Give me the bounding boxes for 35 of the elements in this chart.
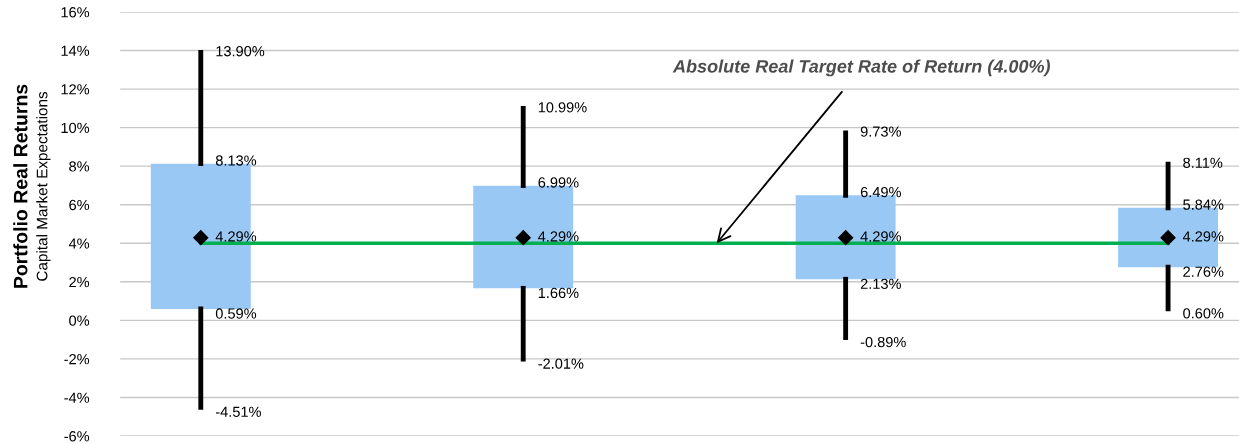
text: 4.29% xyxy=(538,231,579,242)
y-tick-label: 4% xyxy=(68,238,90,249)
y-tick-label: -2% xyxy=(64,354,90,365)
text: 2.13% xyxy=(860,278,901,290)
text: 8.11% xyxy=(1183,157,1223,168)
y-tick-label: 12% xyxy=(61,84,90,95)
text: 5.84% xyxy=(1183,199,1224,210)
y-tick-label: 0% xyxy=(69,315,90,326)
y-tick-label: -4% xyxy=(64,392,90,403)
y-tick-label: 16% xyxy=(61,7,90,18)
y-tick-label: 2% xyxy=(69,276,90,288)
y-tick-label: 14% xyxy=(61,45,90,56)
text: 9.73% xyxy=(860,126,901,137)
text: 6.49% xyxy=(860,186,901,198)
y-axis-title: Portfolio Real Returns xyxy=(13,84,28,288)
text: 4.29% xyxy=(215,231,257,242)
text: 0.59% xyxy=(215,308,257,319)
text: Capital Market Expectations xyxy=(36,91,51,281)
text: 4.29% xyxy=(860,231,901,242)
text: 0.60% xyxy=(1183,308,1224,319)
text: -4.51% xyxy=(215,406,261,417)
ref-line-label: Absolute Real Target Rate of Return (4.00%) xyxy=(672,59,1051,77)
y-tick-label: 6% xyxy=(69,199,90,211)
text: -0.89% xyxy=(860,336,906,348)
text: 13.90% xyxy=(216,46,265,57)
text: 2.76% xyxy=(1183,266,1224,277)
y-tick-label: -6% xyxy=(64,431,90,442)
text: 1.66% xyxy=(538,287,579,299)
y-tick-label: 10% xyxy=(61,122,90,134)
text: -2.01% xyxy=(538,358,584,369)
text: 6.99% xyxy=(538,177,579,188)
text: 8.13% xyxy=(215,155,257,166)
text: 10.99% xyxy=(538,102,587,113)
y-tick-label: 8% xyxy=(69,161,90,172)
text: 4.29% xyxy=(1182,231,1224,242)
